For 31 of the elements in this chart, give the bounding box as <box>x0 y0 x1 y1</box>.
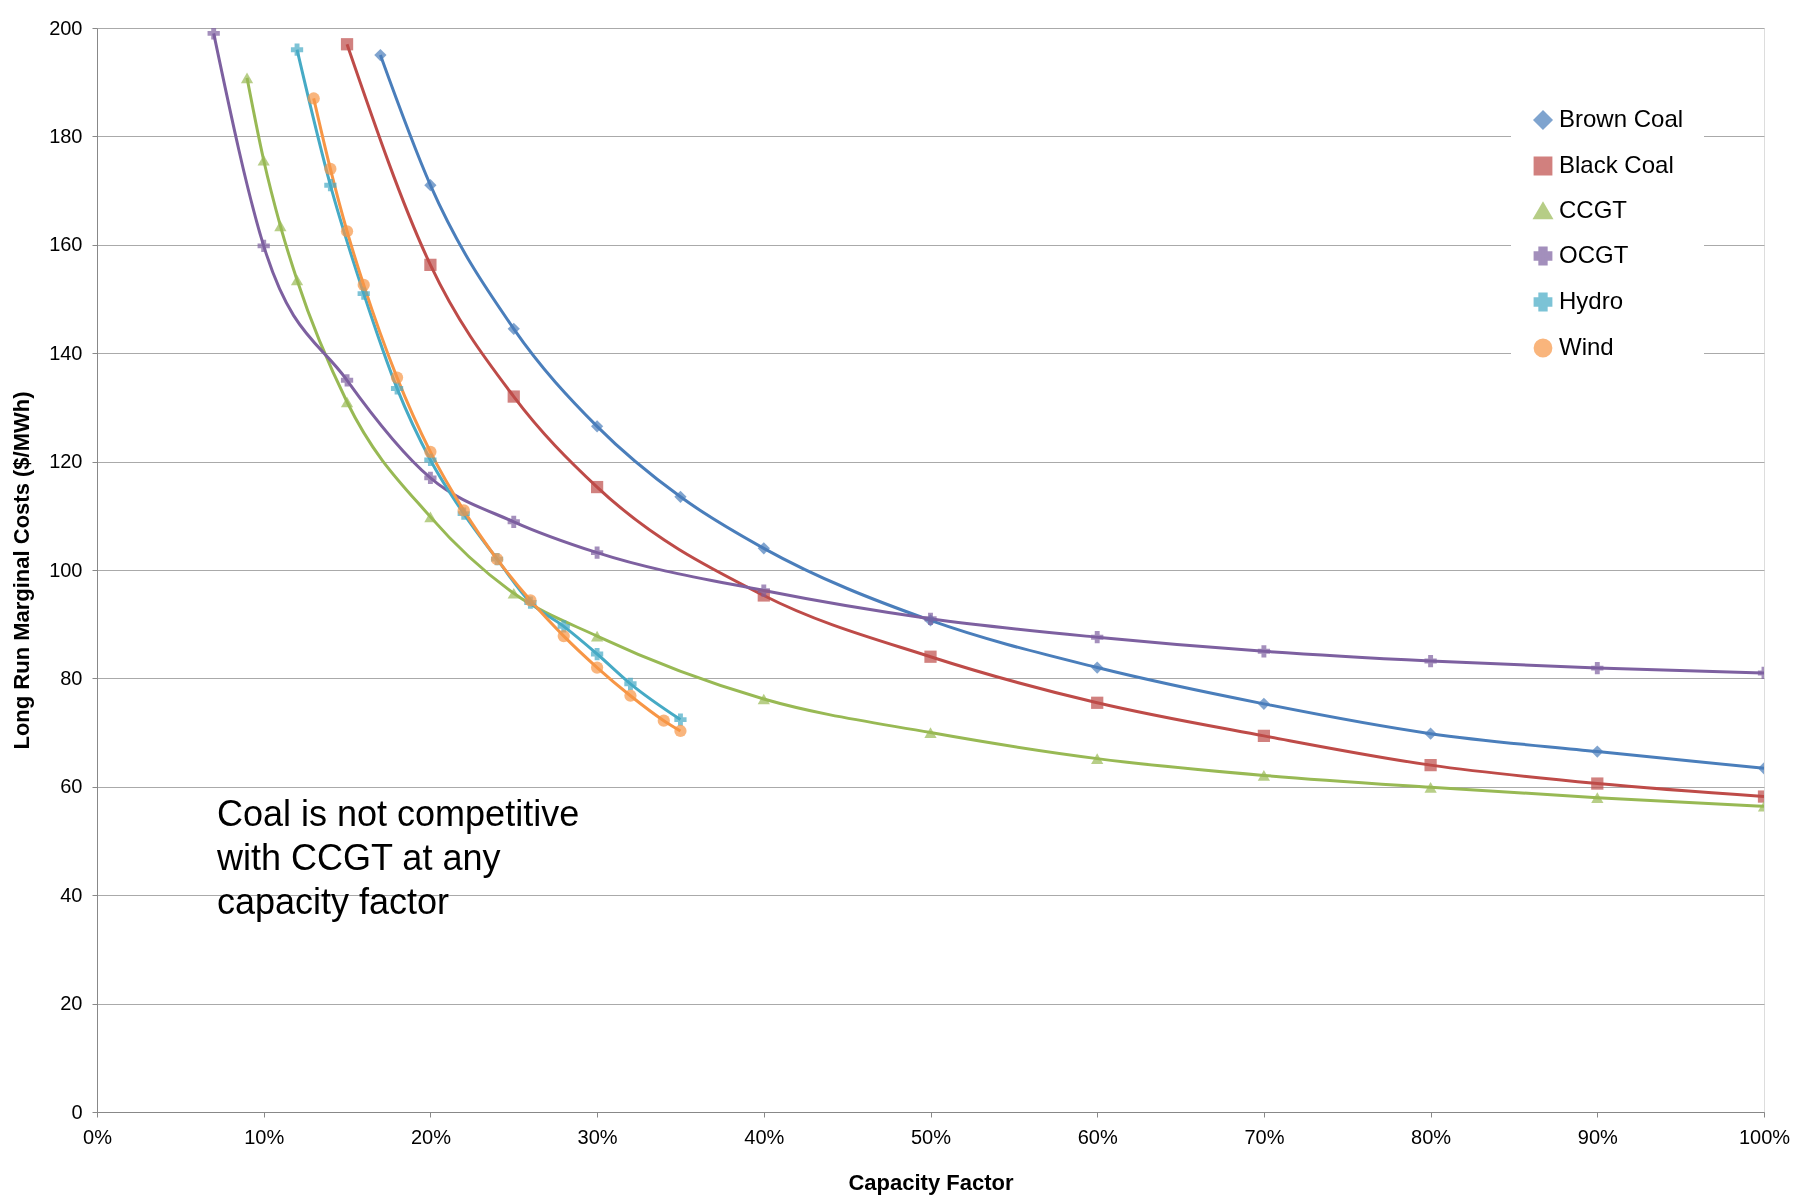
annotation: Coal is not competitive with CCGT at any capacity factor <box>216 793 580 922</box>
legend-label: Wind <box>1559 333 1614 360</box>
x-tick-label: 50% <box>910 1125 952 1148</box>
x-tick-label: 60% <box>1077 1125 1118 1148</box>
y-tick-label: 180 <box>49 124 83 147</box>
legend-label: Brown Coal <box>1559 105 1684 132</box>
y-tick-label: 80 <box>60 666 83 689</box>
x-axis-title: Capacity Factor <box>848 1169 1014 1195</box>
y-tick-label: 40 <box>60 883 83 906</box>
legend-label: OCGT <box>1559 241 1629 268</box>
x-tick-label: 70% <box>1244 1125 1285 1148</box>
y-tick-label: 100 <box>49 558 83 581</box>
x-tick-label: 0% <box>83 1125 113 1148</box>
x-tick-label: 90% <box>1577 1125 1619 1148</box>
legend-label: Hydro <box>1559 287 1624 314</box>
x-tick-label: 40% <box>744 1125 785 1148</box>
x-tick-label: 10% <box>244 1125 285 1148</box>
y-tick-label: 120 <box>49 450 83 473</box>
y-tick-label: 0 <box>71 1100 83 1123</box>
y-tick-label: 140 <box>49 341 83 364</box>
legend-label: CCGT <box>1559 196 1628 223</box>
y-tick-label: 20 <box>60 992 83 1015</box>
y-tick-label: 60 <box>60 775 83 798</box>
x-tick-label: 80% <box>1411 1125 1452 1148</box>
x-tick-label: 20% <box>410 1125 452 1148</box>
y-axis-title: Long Run Marginal Costs ($/MWh) <box>9 391 35 750</box>
x-tick-label: 100% <box>1738 1125 1791 1148</box>
y-tick-label: 160 <box>49 233 83 256</box>
y-tick-label: 200 <box>49 16 83 39</box>
x-tick-label: 30% <box>577 1125 618 1148</box>
legend-label: Black Coal <box>1559 151 1674 178</box>
